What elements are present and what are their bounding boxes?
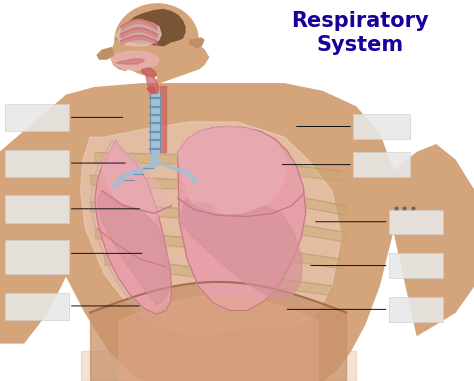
Polygon shape — [0, 95, 95, 343]
Polygon shape — [160, 86, 166, 152]
Polygon shape — [179, 202, 218, 236]
FancyBboxPatch shape — [5, 195, 69, 223]
Polygon shape — [113, 152, 157, 189]
Polygon shape — [111, 40, 128, 70]
Polygon shape — [178, 126, 287, 213]
Polygon shape — [116, 10, 185, 46]
Polygon shape — [179, 198, 302, 301]
FancyBboxPatch shape — [389, 253, 443, 278]
Ellipse shape — [115, 4, 198, 76]
Polygon shape — [150, 93, 160, 152]
FancyBboxPatch shape — [5, 104, 69, 131]
FancyBboxPatch shape — [5, 240, 69, 274]
Polygon shape — [146, 76, 159, 93]
FancyBboxPatch shape — [5, 150, 69, 177]
Polygon shape — [97, 190, 171, 305]
FancyBboxPatch shape — [353, 114, 410, 139]
FancyBboxPatch shape — [5, 293, 69, 320]
Polygon shape — [178, 126, 306, 311]
Text: Respiratory
System: Respiratory System — [292, 11, 429, 54]
Polygon shape — [81, 122, 341, 335]
Polygon shape — [97, 48, 114, 59]
Polygon shape — [190, 38, 204, 48]
Polygon shape — [47, 84, 393, 381]
Polygon shape — [393, 145, 474, 335]
FancyBboxPatch shape — [389, 297, 443, 322]
Polygon shape — [147, 87, 155, 93]
Polygon shape — [102, 141, 168, 217]
Polygon shape — [111, 51, 159, 70]
Polygon shape — [95, 141, 172, 314]
FancyBboxPatch shape — [389, 210, 443, 234]
Polygon shape — [156, 46, 209, 84]
FancyBboxPatch shape — [353, 152, 410, 177]
Polygon shape — [116, 59, 145, 64]
Polygon shape — [116, 21, 161, 46]
Polygon shape — [141, 68, 156, 77]
Polygon shape — [153, 152, 198, 183]
Polygon shape — [81, 351, 356, 381]
